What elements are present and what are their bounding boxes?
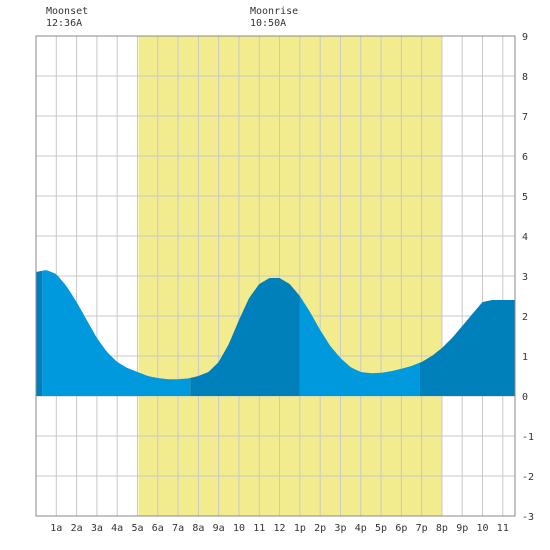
tide-area [36,270,43,396]
y-tick-label: -2 [522,472,534,483]
y-tick-label: 4 [522,232,528,243]
plot-border [35,35,516,517]
tide-area [419,300,515,396]
x-tick-label: 6a [152,523,164,534]
x-tick-label: 2p [314,523,326,534]
x-tick-label: 11 [253,523,265,534]
moonset-annotation: Moonset 12:36A [46,6,88,30]
moonset-time: 12:36A [46,18,83,29]
x-tick-label: 5p [375,523,387,534]
x-tick-label: 8p [436,523,448,534]
x-tick-label: 9a [213,523,225,534]
y-tick-label: -1 [522,432,534,443]
tide-area [42,270,191,396]
x-tick-label: 10 [477,523,489,534]
moonrise-time: 10:50A [250,18,287,29]
x-tick-label: 2a [71,523,83,534]
y-tick-label: 6 [522,152,528,163]
y-tick-label: 3 [522,272,528,283]
y-tick-label: 9 [522,32,528,43]
moonrise-label: Moonrise [250,6,299,17]
y-tick-label: 0 [522,392,528,403]
x-tick-label: 3p [334,523,346,534]
y-tick-label: 8 [522,72,528,83]
x-tick-label: 1p [294,523,306,534]
y-tick-label: 1 [522,352,528,363]
y-tick-label: 5 [522,192,528,203]
y-tick-label: -3 [522,512,534,523]
y-tick-label: 2 [522,312,528,323]
tide-area [299,296,420,396]
moonrise-annotation: Moonrise 10:50A [250,6,298,30]
x-tick-label: 9p [456,523,468,534]
x-tick-label: 7a [172,523,184,534]
tide-area [190,278,300,396]
y-tick-label: 7 [522,112,528,123]
moonset-label: Moonset [46,6,89,17]
x-tick-label: 8a [192,523,204,534]
x-tick-label: 4p [355,523,367,534]
x-tick-label: 10 [233,523,245,534]
x-tick-label: 1a [50,523,62,534]
x-tick-label: 7p [416,523,428,534]
x-tick-label: 4a [111,523,123,534]
x-tick-label: 6p [395,523,407,534]
x-tick-label: 5a [131,523,143,534]
x-tick-label: 3a [91,523,103,534]
x-tick-label: 12 [274,523,286,534]
x-tick-label: 11 [497,523,509,534]
